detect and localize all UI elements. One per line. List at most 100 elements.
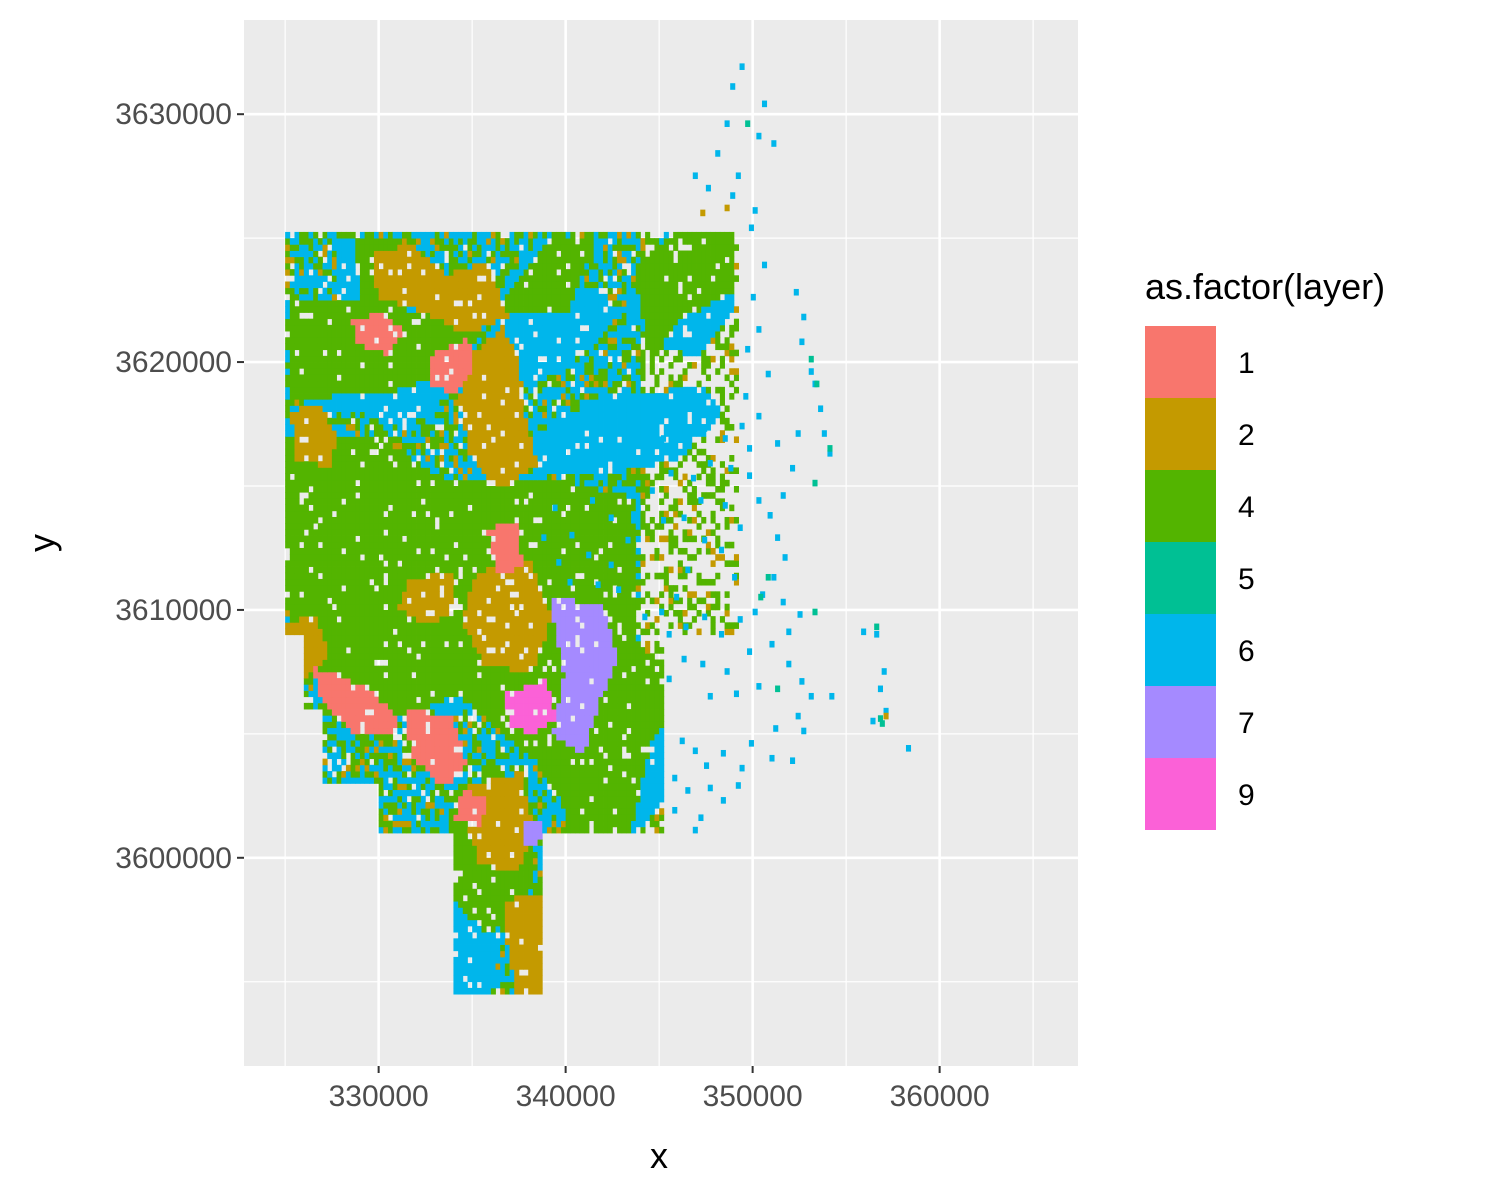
raster-cell-class-7 [589, 634, 595, 642]
raster-cell-class-4 [556, 485, 562, 493]
raster-cell-class-4 [345, 516, 351, 524]
raster-cell-class-4 [472, 740, 478, 747]
raster-cell-class-6 [537, 857, 543, 865]
raster-cell-class-4 [621, 498, 627, 505]
raster-cell-class-4 [705, 455, 711, 462]
raster-cell-class-9 [542, 696, 548, 704]
raster-cell-class-1 [453, 764, 459, 772]
raster-cell-class-6 [495, 969, 501, 976]
raster-cell-class-4 [359, 529, 366, 536]
raster-cell-class-9 [546, 696, 553, 704]
raster-cell-class-4 [448, 628, 454, 636]
raster-cell-class-4 [612, 684, 618, 691]
raster-cell-class-2 [514, 578, 520, 586]
raster-cell-class-4 [626, 516, 632, 524]
raster-cell-class-4 [397, 461, 403, 468]
raster-cell-class-9 [514, 702, 520, 710]
raster-cell-class-2 [528, 640, 534, 648]
raster-cell-class-4 [317, 535, 323, 543]
raster-cell-class-2 [289, 628, 295, 636]
raster-cell-class-4 [397, 690, 403, 698]
raster-cell-class-4 [383, 498, 389, 505]
raster-cell-class-4 [397, 578, 403, 586]
raster-cell-class-7 [570, 616, 576, 623]
raster-cell-class-1 [373, 721, 380, 729]
raster-cell-class-4 [537, 560, 543, 567]
raster-cell-class-2 [308, 448, 314, 456]
raster-cell-class-6 [392, 789, 398, 797]
raster-cell-class-2 [523, 975, 529, 983]
raster-cell-class-4 [373, 560, 380, 567]
raster-cell-class-4 [327, 659, 333, 667]
raster-cell-class-2 [490, 808, 496, 815]
raster-cell-class-2 [500, 653, 506, 660]
raster-cell-class-4 [462, 628, 468, 636]
raster-cell-class-6 [425, 820, 431, 828]
raster-cell-class-6 [406, 764, 412, 772]
raster-cell-class-2 [467, 442, 473, 450]
raster-cell-class-6 [514, 746, 520, 753]
raster-cell-class-4 [355, 771, 361, 778]
raster-cell-class-4 [397, 504, 403, 512]
raster-cell-class-4 [481, 882, 487, 890]
raster-cell-class-2 [687, 529, 693, 536]
raster-cell-class-4 [490, 901, 496, 908]
raster-cell-class-4 [373, 485, 380, 493]
raster-cell-class-4 [556, 789, 562, 797]
raster-cell-class-1 [355, 690, 361, 698]
raster-cell-class-4 [373, 647, 380, 654]
raster-cell-class-4 [649, 721, 655, 729]
raster-cell-class-4 [392, 498, 398, 505]
raster-cell-class-4 [514, 888, 520, 896]
raster-cell-class-4 [322, 535, 328, 543]
raster-cell-class-2 [313, 640, 319, 648]
raster-cell-class-2 [528, 956, 534, 964]
raster-cell-class-6 [495, 733, 501, 741]
raster-cell-class-9 [528, 709, 534, 716]
raster-cell-class-4 [336, 771, 342, 778]
raster-cell-class-4 [640, 523, 646, 530]
raster-cell-class-4 [345, 628, 351, 636]
raster-cell-class-2 [317, 448, 323, 456]
raster-cell-class-6 [537, 789, 543, 797]
raster-cell-class-4 [528, 851, 534, 859]
raster-cell-class-4 [369, 547, 375, 555]
raster-cell-class-4 [603, 721, 609, 729]
raster-cell-class-4 [631, 535, 637, 543]
raster-cell-class-4 [551, 690, 557, 698]
raster-cell-class-4 [285, 504, 291, 512]
raster-cell-class-6 [603, 473, 609, 481]
raster-cell-class-4 [341, 442, 347, 450]
raster-cell-class-4 [631, 603, 637, 611]
raster-cell-class-4 [402, 628, 408, 636]
raster-cell-class-4 [359, 498, 366, 505]
raster-cell-class-4 [593, 492, 599, 499]
raster-cell-class-4 [677, 547, 683, 555]
raster-cell-class-4 [369, 461, 375, 468]
raster-cell-class-4 [617, 603, 623, 611]
raster-cell-class-4 [430, 789, 436, 797]
raster-cell-class-2 [504, 634, 510, 642]
raster-cell-class-7 [565, 597, 571, 605]
raster-cell-class-4 [378, 529, 384, 536]
raster-cell-class-4 [411, 554, 417, 561]
raster-cell-class-4 [294, 492, 300, 499]
raster-cell-class-4 [724, 603, 730, 611]
raster-cell-class-4 [551, 659, 557, 667]
raster-cell-class-2 [495, 461, 501, 468]
raster-cell-class-2 [518, 455, 524, 462]
raster-cell-class-4 [584, 529, 590, 536]
raster-cell-class-4 [411, 696, 417, 704]
raster-cell-class-2 [528, 653, 534, 660]
raster-cell-class-4 [481, 721, 487, 729]
raster-cell-class-4 [336, 541, 342, 549]
raster-cell-class-7 [589, 616, 595, 623]
raster-cell-class-2 [514, 665, 520, 673]
raster-cell-class-4 [383, 442, 389, 450]
raster-cell-class-7 [612, 653, 618, 660]
raster-cell-class-4 [500, 504, 506, 512]
raster-cell-class-4 [411, 702, 417, 710]
raster-cell-class-4 [425, 560, 431, 567]
raster-cell-class-2 [490, 839, 496, 846]
raster-cell-class-6 [467, 702, 473, 710]
